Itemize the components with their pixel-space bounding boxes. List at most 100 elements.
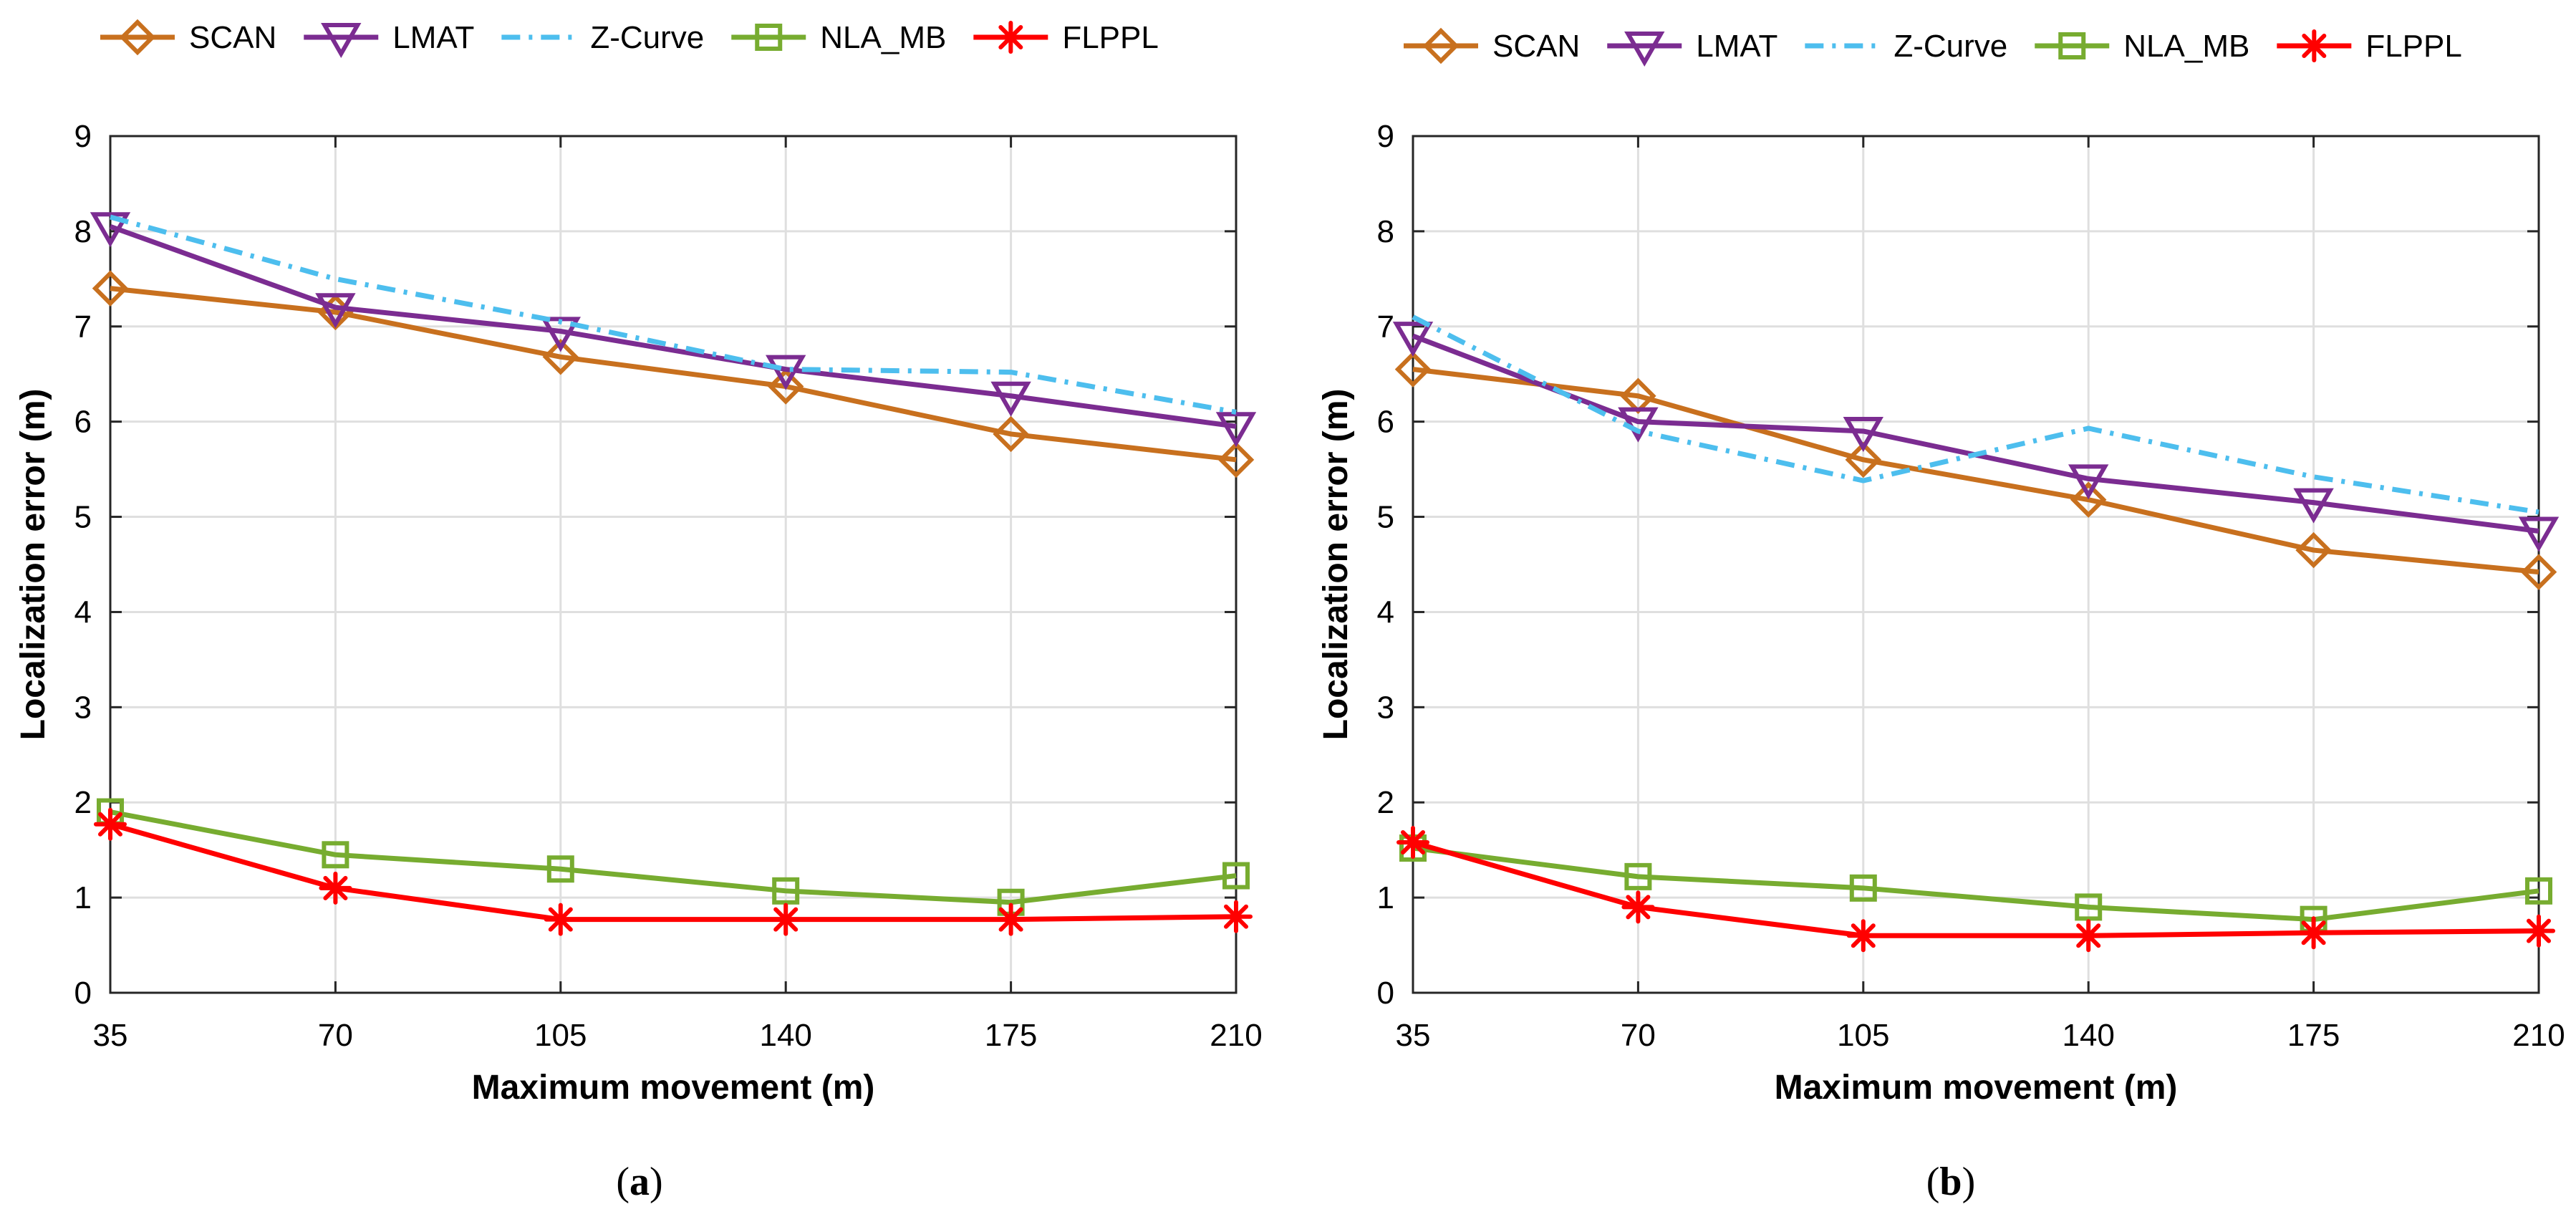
y-tick-label: 6 bbox=[74, 405, 92, 440]
x-tick-label: 105 bbox=[1837, 1018, 1889, 1053]
y-tick-label: 0 bbox=[1377, 976, 1394, 1011]
series-scan bbox=[1394, 351, 2557, 590]
legend-marker bbox=[119, 19, 156, 56]
series-line bbox=[1412, 367, 2539, 575]
asterisk-stroke bbox=[2302, 34, 2327, 58]
chart-panel-b: 0 1 2 3 4 5 6 7 8 9 35 70 105 140 175 210 Maximum moveme… bbox=[1317, 27, 2565, 1204]
legend-item: NLA_MB bbox=[731, 20, 946, 55]
series-line bbox=[1412, 845, 2539, 923]
series-z-curve bbox=[1412, 314, 2539, 515]
legend: SCAN LMAT Z-Curve NLA_MB FLPPL bbox=[1404, 27, 2462, 67]
legend-marker bbox=[755, 24, 783, 51]
legend-label: NLA_MB bbox=[2123, 29, 2249, 64]
series-line bbox=[110, 809, 1237, 905]
legend-label: Z-Curve bbox=[1894, 29, 2007, 64]
legend-marker bbox=[994, 21, 1028, 54]
data-point-marker bbox=[1849, 874, 1877, 902]
legend: SCAN LMAT Z-Curve NLA_MB FLPPL bbox=[100, 19, 1159, 59]
caption-open: ( bbox=[1926, 1160, 1940, 1204]
legend-marker bbox=[1624, 32, 1665, 67]
y-tick-label: 4 bbox=[74, 595, 92, 630]
y-tick-label: 9 bbox=[74, 119, 92, 154]
x-tick-label: 175 bbox=[985, 1018, 1037, 1053]
figure-caption: (b) bbox=[1926, 1160, 1975, 1204]
data-point-marker bbox=[1621, 890, 1655, 924]
data-point-marker bbox=[1396, 826, 1429, 860]
y-tick-label: 2 bbox=[74, 785, 92, 820]
y-tick-label: 9 bbox=[1377, 119, 1394, 154]
y-tick-label: 5 bbox=[1377, 500, 1394, 535]
data-point-marker bbox=[772, 877, 800, 905]
legend-item: SCAN bbox=[1404, 27, 1580, 64]
data-point-marker bbox=[1217, 441, 1255, 478]
asterisk-stroke bbox=[2527, 918, 2551, 943]
caption-open: ( bbox=[616, 1160, 629, 1204]
x-tick-label: 140 bbox=[759, 1018, 811, 1053]
caption-close: ) bbox=[1962, 1160, 1976, 1204]
caption-letter: a bbox=[629, 1160, 650, 1204]
legend-label: SCAN bbox=[189, 20, 276, 55]
x-axis-label: Maximum movement (m) bbox=[472, 1069, 875, 1107]
x-tick-label: 105 bbox=[534, 1018, 587, 1053]
caption-close: ) bbox=[650, 1160, 663, 1204]
x-axis-label: Maximum movement (m) bbox=[1775, 1069, 2178, 1107]
data-point-marker bbox=[769, 903, 803, 936]
legend-label: LMAT bbox=[1696, 29, 1777, 64]
data-point-marker bbox=[2525, 877, 2552, 905]
y-axis-label: Localization error (m) bbox=[1317, 389, 1355, 741]
series-nla-mb bbox=[97, 798, 1250, 916]
legend-item: LMAT bbox=[1607, 29, 1777, 67]
asterisk-stroke bbox=[998, 25, 1023, 49]
y-tick-label: 4 bbox=[1377, 595, 1394, 630]
axes-box bbox=[109, 135, 1238, 994]
data-point-marker bbox=[2520, 554, 2557, 590]
y-tick-label: 6 bbox=[1377, 405, 1394, 440]
data-point-marker bbox=[1618, 407, 1659, 443]
y-tick-label: 0 bbox=[74, 976, 92, 1011]
data-point-marker bbox=[315, 293, 356, 329]
asterisk-stroke bbox=[1626, 895, 1651, 920]
x-tick-label: 35 bbox=[1396, 1018, 1431, 1053]
x-tick-label: 70 bbox=[1621, 1018, 1656, 1053]
y-tick-label: 7 bbox=[1377, 309, 1394, 345]
data-point-marker bbox=[1624, 862, 1652, 890]
data-point-marker bbox=[1215, 412, 1257, 448]
data-point-marker bbox=[993, 415, 1029, 453]
legend-item: FLPPL bbox=[2277, 29, 2462, 64]
chart-panel-a: 0 1 2 3 4 5 6 7 8 9 35 70 105 140 175 210 Maximum moveme… bbox=[14, 19, 1263, 1204]
data-point-marker bbox=[2518, 516, 2560, 552]
legend-item: Z-Curve bbox=[1805, 29, 2007, 64]
x-tick-label: 70 bbox=[318, 1018, 353, 1053]
x-tick-label: 175 bbox=[2287, 1018, 2340, 1053]
y-tick-label: 1 bbox=[1377, 880, 1394, 915]
series-flppl bbox=[94, 807, 1253, 936]
data-point-marker bbox=[542, 339, 579, 375]
legend-label: Z-Curve bbox=[590, 20, 704, 55]
y-tick-label: 5 bbox=[74, 500, 92, 535]
data-point-marker bbox=[2522, 914, 2555, 948]
data-point-marker bbox=[92, 270, 129, 307]
data-point-marker bbox=[319, 871, 352, 905]
data-point-marker bbox=[767, 368, 804, 405]
asterisk-stroke bbox=[998, 907, 1023, 932]
data-point-marker bbox=[2070, 481, 2107, 518]
asterisk-stroke bbox=[548, 907, 573, 932]
asterisk-stroke bbox=[773, 907, 799, 932]
data-point-marker bbox=[544, 903, 577, 936]
legend-marker bbox=[321, 23, 362, 59]
plot-area bbox=[1413, 136, 2539, 993]
legend-item: Z-Curve bbox=[501, 20, 704, 55]
legend-label: SCAN bbox=[1492, 29, 1580, 64]
data-point-marker bbox=[546, 855, 574, 883]
y-axis-label: Localization error (m) bbox=[14, 389, 52, 741]
y-tick-label: 3 bbox=[74, 690, 92, 725]
data-point-marker bbox=[1845, 441, 1882, 478]
series-lmat bbox=[90, 212, 1257, 448]
y-tick-label: 8 bbox=[1377, 214, 1394, 249]
caption-letter: b bbox=[1939, 1160, 1962, 1204]
y-tick-label: 8 bbox=[74, 214, 92, 249]
legend-marker bbox=[2058, 32, 2086, 59]
data-point-marker bbox=[994, 903, 1028, 936]
legend-item: NLA_MB bbox=[2035, 29, 2249, 64]
